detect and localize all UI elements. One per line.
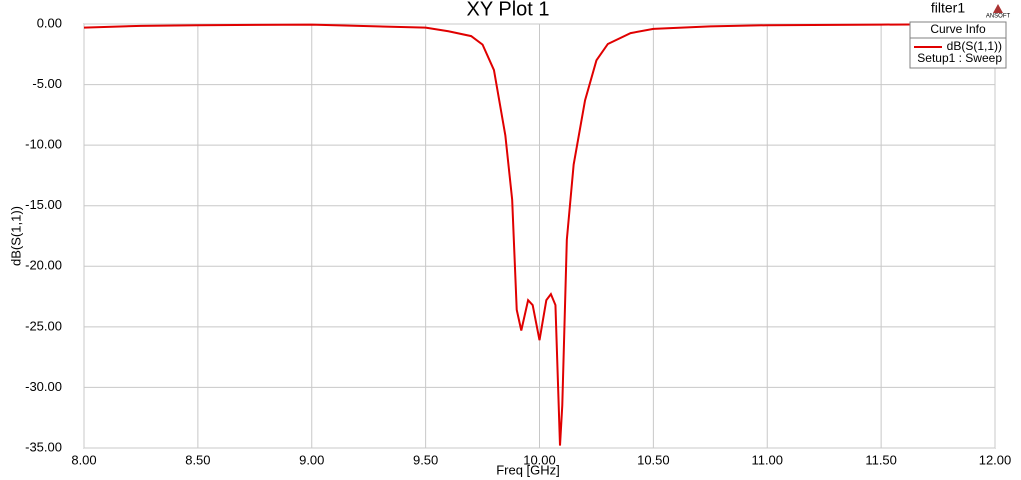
x-tick-label: 11.50	[865, 452, 897, 467]
y-tick-label: -10.00	[25, 137, 62, 152]
x-axis-label: Freq [GHz]	[496, 462, 560, 477]
chart-title: XY Plot 1	[466, 0, 549, 20]
line	[83, 23, 996, 446]
x-tick-label: 12.00	[979, 452, 1012, 467]
y-axis-label: dB(S(1,1))	[8, 206, 23, 266]
x-tick-label: 11.00	[751, 452, 783, 467]
x-tick-label: 9.50	[413, 452, 438, 467]
y-tick-label: -30.00	[25, 379, 62, 394]
x-tick-label: 10.50	[637, 452, 670, 467]
x-tick-label: 10.00	[523, 452, 556, 467]
y-tick-label: -35.00	[25, 439, 62, 454]
x-tick-label: 9.00	[299, 452, 324, 467]
legend-subtitle: Setup1 : Sweep	[917, 51, 1002, 65]
y-tick-label: 0.00	[37, 15, 62, 30]
legend-entry: dB(S(1,1))	[947, 39, 1002, 53]
legend-title: Curve Info	[930, 22, 986, 36]
x-tick-label: 8.00	[71, 452, 96, 467]
legend-box	[909, 21, 1007, 69]
y-tick-label: -15.00	[25, 197, 62, 212]
logo-icon	[993, 4, 1003, 13]
y-tick-label: -25.00	[25, 318, 62, 333]
y-tick-label: -20.00	[25, 258, 62, 273]
y-tick-label: -5.00	[32, 76, 62, 91]
x-tick-label: 8.50	[185, 452, 210, 467]
logo: ANSOFT	[986, 14, 1011, 20]
design-name: filter1	[931, 0, 965, 16]
